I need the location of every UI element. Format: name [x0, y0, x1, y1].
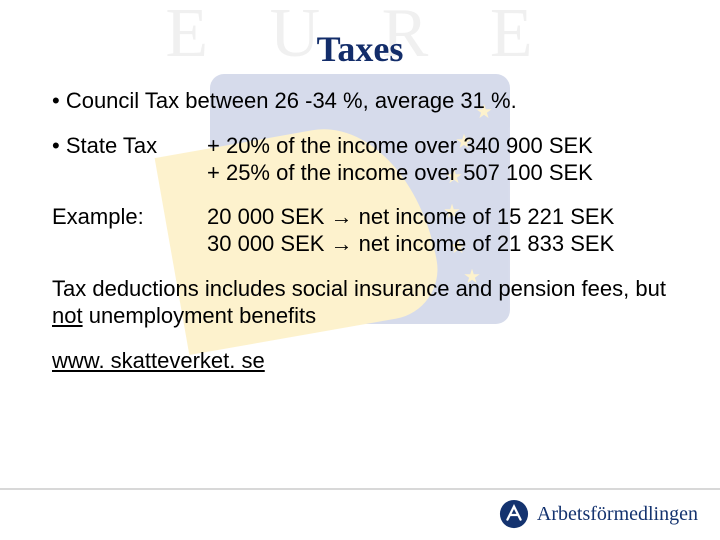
bullet-council-tax: • Council Tax between 26 -34 %, average …: [52, 88, 668, 115]
deductions-paragraph: Tax deductions includes social insurance…: [52, 276, 668, 330]
slide-body: • Council Tax between 26 -34 %, average …: [52, 88, 668, 375]
state-tax-label: • State Tax: [52, 133, 207, 187]
deductions-pre: Tax deductions includes social insurance…: [52, 276, 666, 301]
skatteverket-link[interactable]: www. skatteverket. se: [52, 348, 265, 373]
example-line-2: 30 000 SEK → net income of 21 833 SEK: [207, 231, 668, 258]
state-tax-line-1: + 20% of the income over 340 900 SEK: [207, 133, 668, 160]
slide-title: Taxes: [52, 28, 668, 70]
example-row: Example: 20 000 SEK → net income of 15 2…: [52, 204, 668, 258]
deductions-post: unemployment benefits: [83, 303, 317, 328]
link-row: www. skatteverket. se: [52, 348, 668, 375]
example-values: 20 000 SEK → net income of 15 221 SEK 30…: [207, 204, 668, 258]
state-tax-values: + 20% of the income over 340 900 SEK + 2…: [207, 133, 668, 187]
state-tax-row: • State Tax + 20% of the income over 340…: [52, 133, 668, 187]
example-label: Example:: [52, 204, 207, 258]
example-line-1: 20 000 SEK → net income of 15 221 SEK: [207, 204, 668, 231]
deductions-not: not: [52, 303, 83, 328]
state-tax-line-2: + 25% of the income over 507 100 SEK: [207, 160, 668, 187]
slide: Taxes • Council Tax between 26 -34 %, av…: [0, 0, 720, 540]
